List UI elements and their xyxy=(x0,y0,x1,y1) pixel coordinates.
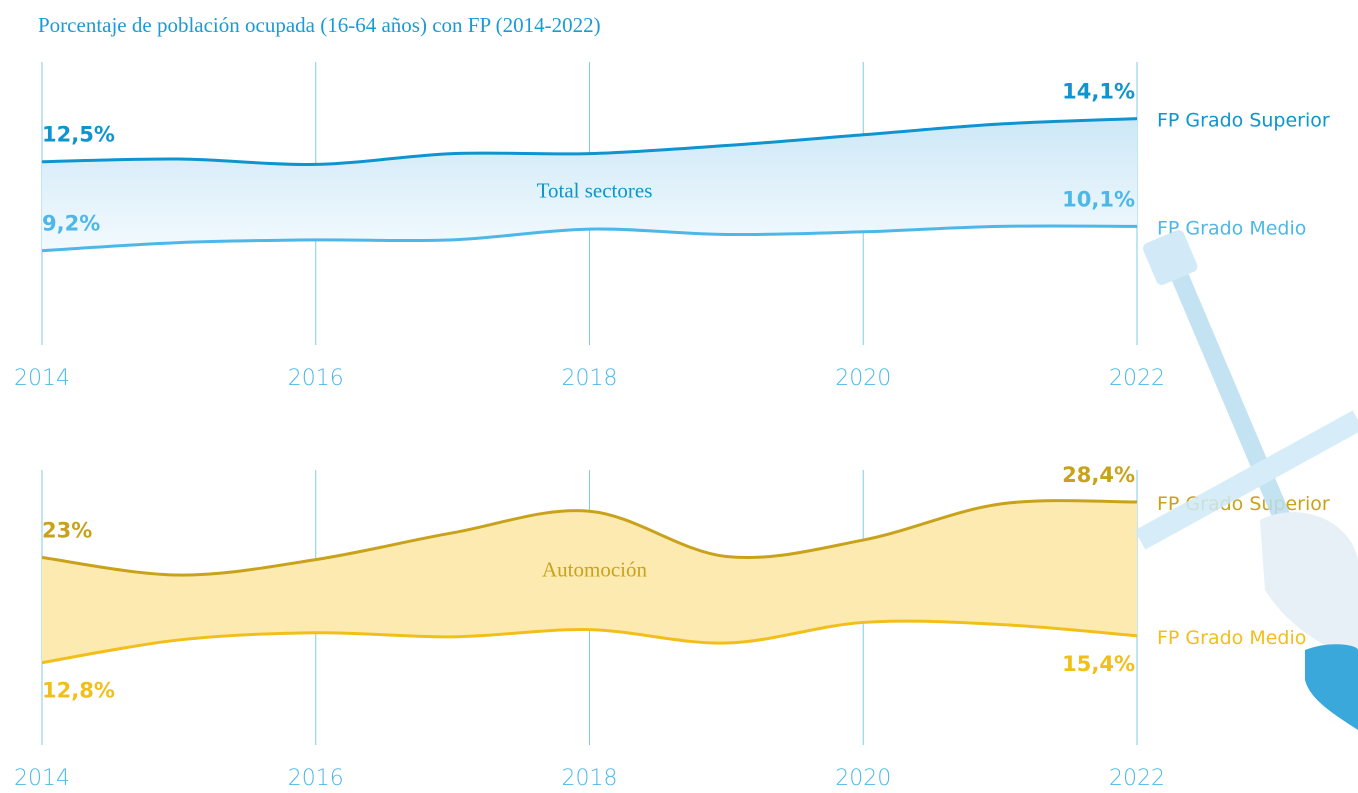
x-tick-label: 2020 xyxy=(835,366,891,391)
x-tick-label: 2022 xyxy=(1109,366,1165,391)
legend-entry: FP Grado Medio xyxy=(1157,217,1306,239)
panel-label: Automoción xyxy=(542,557,647,581)
x-tick-label: 2014 xyxy=(14,366,70,391)
value-label: 9,2% xyxy=(42,212,100,236)
value-label: 28,4% xyxy=(1062,463,1135,487)
panel-label: Total sectores xyxy=(537,178,653,202)
legend-entry: FP Grado Superior xyxy=(1157,110,1330,132)
value-label: 12,8% xyxy=(42,679,115,703)
value-label: 12,5% xyxy=(42,123,115,147)
line xyxy=(41,224,1138,253)
x-tick-label: 2022 xyxy=(1109,766,1165,791)
line xyxy=(41,499,1138,577)
x-tick-label: 2020 xyxy=(835,766,891,791)
x-tick-label: 2018 xyxy=(562,366,618,391)
line xyxy=(41,619,1138,665)
chart-title: Porcentaje de población ocupada (16-64 a… xyxy=(38,13,601,37)
x-tick-label: 2014 xyxy=(14,766,70,791)
x-tick-label: 2016 xyxy=(288,766,344,791)
value-label: 14,1% xyxy=(1062,80,1135,104)
line xyxy=(41,117,1138,167)
x-tick-label: 2018 xyxy=(562,766,618,791)
legend-entry: FP Grado Medio xyxy=(1157,627,1306,649)
value-label: 15,4% xyxy=(1062,652,1135,676)
x-tick-label: 2016 xyxy=(288,366,344,391)
wrench-decoration xyxy=(1134,230,1358,730)
value-label: 10,1% xyxy=(1062,187,1135,211)
band-area xyxy=(42,118,1137,251)
value-label: 23% xyxy=(42,519,92,543)
